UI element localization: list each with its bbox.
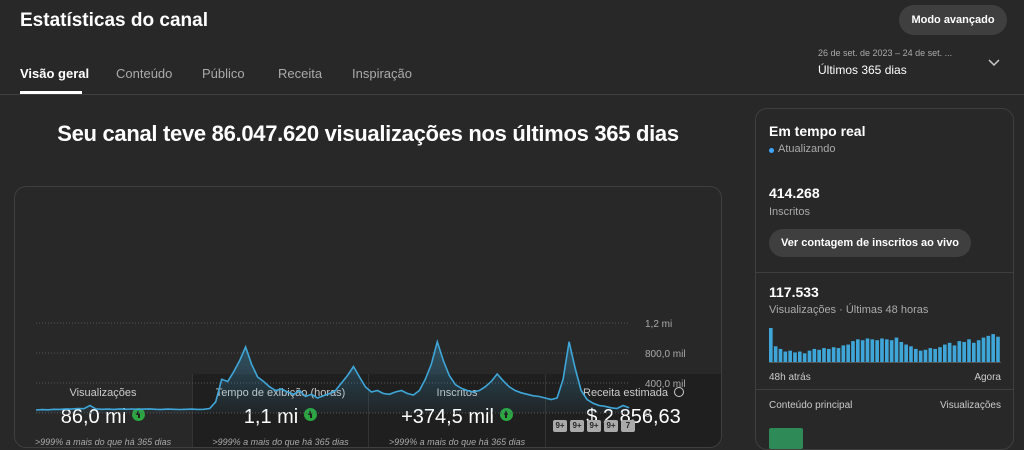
date-range: 26 de set. de 2023 – 24 de set. ... (818, 48, 953, 58)
bar (769, 328, 773, 362)
headline: Seu canal teve 86.047.620 visualizações … (57, 121, 679, 146)
bar (788, 350, 792, 362)
bar (928, 348, 933, 362)
tab[interactable]: Inspiração (352, 66, 412, 81)
dropdown-icon[interactable] (988, 58, 1000, 68)
bar (807, 350, 812, 362)
y-tick-label: 800,0 mil (645, 349, 686, 360)
bar (972, 342, 976, 362)
subscriber-label: Inscritos (769, 206, 810, 218)
bar (904, 344, 908, 362)
marker-badge[interactable]: 7 (621, 420, 635, 432)
realtime-status: Atualizando (778, 143, 836, 155)
bar (914, 348, 918, 362)
bar (991, 334, 995, 362)
bar (865, 338, 870, 362)
bar (836, 348, 841, 362)
bar (981, 337, 986, 362)
thumbnail[interactable] (769, 428, 803, 449)
y-tick-label: 0 (645, 409, 651, 420)
bar (967, 339, 971, 362)
x-tick-label: Agora (974, 372, 1001, 383)
subscriber-count: 414.268 (769, 185, 820, 201)
bar (962, 341, 966, 362)
x-tick-label: 48h atrás (769, 372, 811, 383)
metric-label: Receita estimada (546, 387, 722, 399)
bar (773, 346, 778, 362)
bar (885, 339, 889, 362)
bar (938, 347, 942, 362)
realtime-title: Em tempo real (769, 123, 866, 139)
bar (798, 351, 802, 362)
bar (793, 352, 797, 362)
divider (756, 272, 1013, 273)
bar (986, 335, 991, 362)
bar (841, 345, 846, 362)
bar (952, 345, 957, 362)
y-tick-label: 400,0 mil (645, 379, 686, 390)
marker-badge[interactable]: 9+ (570, 420, 584, 432)
bar (827, 348, 831, 362)
page: Estatísticas do canal {"header": {"title… (0, 5, 1024, 450)
live-count-button[interactable]: Ver contagem de inscritos ao vivo (769, 229, 971, 257)
realtime-chart: 48h atrás Agora (769, 328, 1001, 383)
bar (923, 349, 928, 362)
active-tab-indicator (20, 91, 82, 94)
divider (0, 94, 1024, 95)
bar (933, 348, 937, 362)
bar (802, 353, 807, 362)
tab[interactable]: Visão geral (20, 66, 90, 81)
divider (756, 389, 1013, 390)
tab[interactable]: Público (202, 66, 245, 81)
realtime-views-label: Visualizações · Últimas 48 horas (769, 304, 929, 316)
tab[interactable]: Receita (278, 66, 323, 81)
bar (846, 344, 850, 362)
overview-card: Visualizações 86,0 mi >999% a mais do que … (14, 186, 722, 448)
bar (899, 341, 904, 362)
bar (851, 341, 855, 362)
marker-badge[interactable]: 9+ (604, 420, 618, 432)
bar (875, 340, 879, 362)
bar (889, 340, 894, 362)
live-dot (769, 148, 774, 153)
bar (943, 344, 947, 362)
bar (817, 349, 821, 362)
tab[interactable]: Conteúdo (116, 66, 173, 81)
metric-label: Visualizações (69, 387, 137, 399)
views-line (35, 338, 630, 411)
bar (860, 340, 865, 362)
page-title: Estatísticas do canal (20, 10, 208, 31)
y-tick-label: 1,2 mi (645, 319, 672, 330)
bar (831, 347, 836, 362)
period[interactable]: Últimos 365 dias (818, 63, 907, 77)
advanced-mode-button[interactable]: Modo avançado (899, 5, 1007, 35)
bar (822, 348, 826, 362)
marker-badge[interactable]: 9+ (553, 420, 567, 432)
marker-badge[interactable]: 9+ (587, 420, 601, 432)
body: Estatísticas do canal Modo avançado 26 d… (0, 5, 1024, 450)
bar (996, 336, 1000, 362)
top-content-label: Conteúdo principal (769, 400, 853, 411)
bar (783, 351, 788, 362)
bar (870, 339, 875, 362)
bar (957, 341, 962, 362)
views-chart: 0 400,0 mil 800,0 mil 1,2 mi (35, 319, 686, 420)
realtime-card: Em tempo real Atualizando 414.268 Inscri… (755, 108, 1014, 450)
bar (894, 337, 899, 362)
bar (918, 350, 923, 362)
realtime-views: 117.533 (769, 284, 819, 300)
bar (880, 338, 884, 362)
top-content-metric: Visualizações (940, 400, 1001, 411)
bar (976, 340, 981, 362)
bar (947, 342, 952, 362)
clock-icon (674, 387, 684, 397)
bar (909, 346, 913, 362)
bar (812, 348, 817, 362)
bar (856, 339, 860, 362)
bar (778, 348, 783, 362)
area-fill (36, 341, 629, 413)
